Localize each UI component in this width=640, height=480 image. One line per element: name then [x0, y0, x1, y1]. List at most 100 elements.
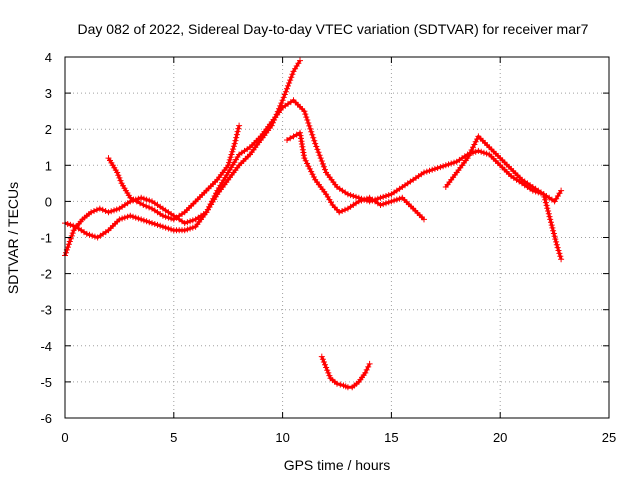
y-tick-label: 1	[45, 158, 52, 173]
data-point	[138, 216, 145, 223]
data-point	[541, 194, 548, 200]
data-point	[315, 149, 322, 156]
data-point	[302, 111, 309, 118]
data-point	[550, 230, 557, 237]
axis-ticks	[64, 56, 610, 419]
data-point	[290, 133, 297, 140]
series-line	[320, 356, 371, 389]
data-point	[149, 220, 155, 227]
data-point	[165, 225, 172, 232]
data-point	[233, 131, 240, 138]
data-point	[468, 147, 475, 153]
data-point	[99, 206, 106, 213]
data-point	[285, 82, 291, 89]
x-tick-label: 15	[384, 430, 398, 445]
data-point	[304, 160, 311, 167]
data-point	[184, 219, 191, 226]
data-point	[273, 111, 280, 118]
data-point	[297, 57, 303, 64]
data-point	[159, 223, 166, 230]
data-point	[234, 128, 241, 135]
y-tick-label: -6	[40, 411, 52, 426]
data-point	[143, 196, 150, 203]
data-point	[363, 195, 370, 202]
data-point	[232, 137, 239, 144]
data-point	[165, 214, 172, 221]
data-point	[423, 168, 430, 175]
data-point	[287, 77, 294, 84]
data-point	[431, 165, 438, 172]
data-point	[230, 146, 237, 153]
data-point	[554, 244, 561, 251]
data-point	[146, 204, 153, 211]
x-tick-label: 0	[61, 430, 68, 445]
data-point	[320, 163, 327, 170]
data-point	[187, 218, 194, 225]
data-point	[545, 210, 552, 217]
data-point	[268, 122, 275, 129]
data-point	[553, 241, 560, 248]
data-point	[130, 196, 137, 203]
data-point	[365, 363, 372, 370]
data-point	[391, 197, 398, 204]
data-point	[284, 85, 290, 92]
data-point	[318, 353, 325, 360]
y-tick-labels: -6 -5 -4 -3 -2 -1 0 1 2 3 4	[40, 50, 52, 426]
data-point	[350, 193, 357, 199]
y-tick-label: 2	[45, 122, 52, 137]
y-tick-label: -2	[40, 267, 52, 282]
data-point	[556, 250, 563, 257]
data-point	[309, 131, 316, 138]
data-point	[319, 160, 326, 167]
data-point	[540, 191, 547, 198]
data-point	[366, 360, 373, 367]
series-track-5	[318, 353, 373, 391]
data-point	[69, 230, 76, 237]
data-point	[553, 238, 560, 245]
data-point	[229, 148, 236, 155]
data-point	[383, 200, 389, 207]
data-point	[280, 94, 287, 101]
data-point	[308, 168, 315, 175]
data-point	[138, 194, 145, 201]
data-point	[548, 222, 555, 229]
x-tick-label: 25	[602, 430, 616, 445]
data-point	[325, 369, 332, 376]
y-tick-label: -1	[40, 231, 52, 246]
data-point	[293, 131, 300, 138]
data-point	[305, 120, 312, 126]
data-point	[313, 143, 320, 150]
data-point	[162, 213, 169, 220]
data-point	[310, 174, 317, 180]
data-point	[309, 171, 316, 178]
data-point	[301, 108, 308, 115]
data-point	[226, 156, 233, 163]
series-line	[286, 131, 426, 221]
data-point	[475, 147, 482, 154]
data-point	[276, 105, 282, 112]
data-point	[317, 155, 324, 162]
data-point	[181, 220, 188, 227]
data-point	[181, 227, 188, 234]
data-point	[133, 198, 140, 205]
data-point	[189, 224, 196, 231]
data-point	[93, 206, 100, 213]
data-point	[88, 209, 95, 216]
data-point	[225, 162, 232, 169]
data-point	[337, 381, 344, 388]
data-point	[445, 161, 452, 168]
data-point	[377, 202, 384, 208]
data-point	[324, 367, 331, 374]
data-point	[89, 232, 96, 239]
data-point	[465, 152, 472, 159]
data-point	[383, 193, 389, 199]
data-point	[117, 177, 124, 184]
data-point	[140, 202, 147, 208]
data-point	[157, 222, 164, 229]
data-point	[281, 91, 288, 98]
x-tick-labels: 0 5 10 15 20 25	[61, 430, 616, 445]
data-point	[67, 221, 74, 228]
data-point	[91, 208, 97, 214]
data-point	[478, 148, 485, 155]
data-point	[235, 125, 242, 132]
